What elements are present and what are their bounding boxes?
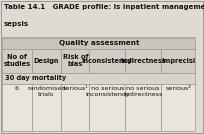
Text: Table 14.1   GRADE profile: Is inpatient management more e: Table 14.1 GRADE profile: Is inpatient m… (4, 4, 204, 10)
Text: Indirectness: Indirectness (120, 58, 166, 64)
Text: 30 day mortality: 30 day mortality (5, 75, 66, 81)
Text: No of
studies: No of studies (3, 54, 31, 68)
Text: no serious
indirectness: no serious indirectness (123, 86, 163, 97)
Bar (61, 49, 89, 73)
Text: Inconsistency: Inconsistency (82, 58, 133, 64)
Bar (161, 84, 195, 131)
Bar (2, 49, 32, 73)
Bar (2, 38, 195, 49)
Bar (89, 49, 125, 73)
Text: randomised
trials: randomised trials (27, 86, 66, 97)
Text: sepsis: sepsis (4, 21, 29, 27)
Bar (161, 49, 195, 73)
Bar (32, 84, 61, 131)
Bar (89, 84, 125, 131)
Bar (2, 84, 32, 131)
Text: serious¹: serious¹ (62, 86, 88, 91)
Text: 6: 6 (15, 86, 19, 91)
Text: serious²: serious² (165, 86, 191, 91)
Bar (61, 84, 89, 131)
Text: no serious
inconsistency: no serious inconsistency (85, 86, 129, 97)
Bar (125, 84, 161, 131)
Text: Imprecisi: Imprecisi (161, 58, 195, 64)
Text: Quality assessment: Quality assessment (59, 40, 139, 46)
Bar (32, 49, 61, 73)
Bar (125, 49, 161, 73)
Text: Risk of
bias: Risk of bias (62, 54, 88, 68)
Text: Design: Design (34, 58, 59, 64)
Bar (2, 73, 195, 84)
